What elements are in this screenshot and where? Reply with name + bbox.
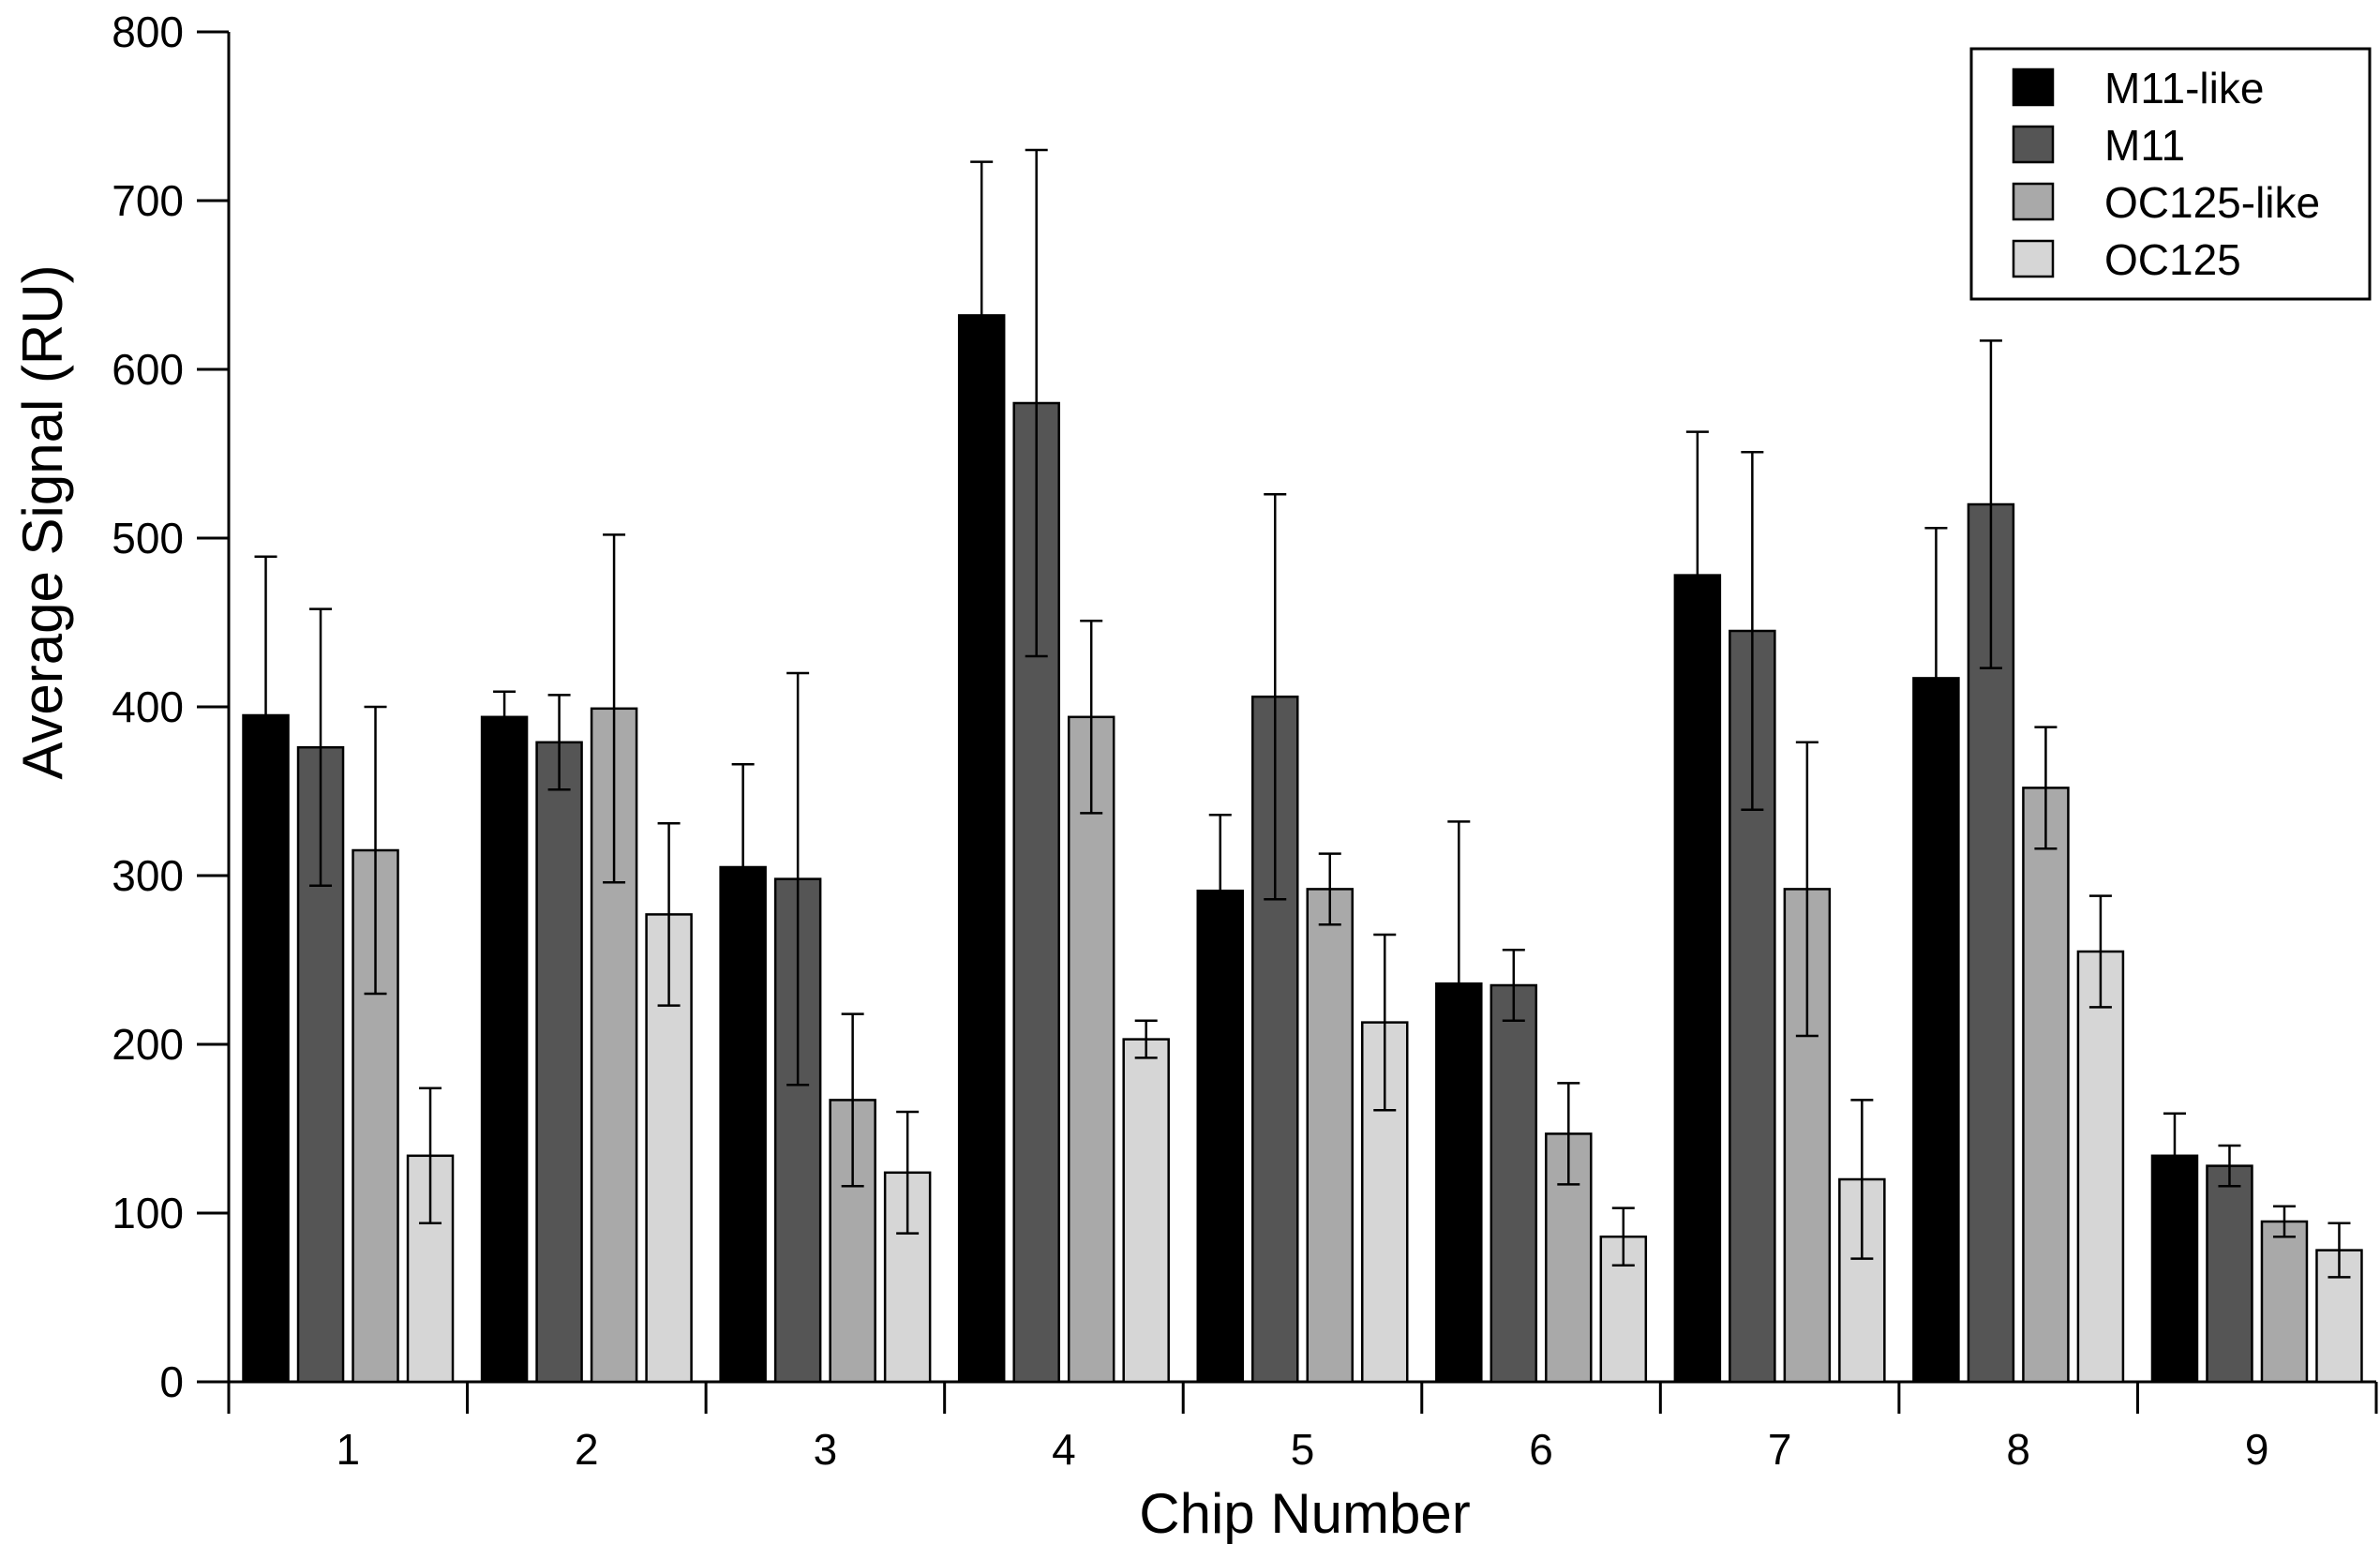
legend: M11-like M11 OC125-like OC125 [1969, 47, 2372, 301]
error-bar [2272, 1205, 2296, 1238]
y-tick-label: 200 [112, 1020, 184, 1069]
bar [1306, 888, 1354, 1384]
bar [480, 715, 529, 1384]
error-bar [786, 671, 810, 1087]
error-bar [1318, 852, 1341, 926]
error-bar [2218, 1144, 2241, 1188]
error-bar [2034, 726, 2058, 850]
legend-swatch [2012, 239, 2055, 278]
x-axis-title: Chip Number [1139, 1482, 1470, 1544]
error-bar [493, 690, 516, 744]
legend-label: OC125-like [2104, 178, 2320, 227]
error-bar [1557, 1082, 1580, 1186]
x-tick-label: 9 [2245, 1425, 2269, 1474]
error-bar [1373, 933, 1397, 1112]
x-tick-label: 6 [1529, 1425, 1553, 1474]
error-bar [896, 1110, 920, 1235]
error-bar [254, 555, 277, 876]
error-bar [309, 607, 333, 888]
bar [1122, 1038, 1170, 1384]
error-bars [254, 148, 2351, 1279]
error-bar [1611, 1207, 1635, 1267]
y-tick-label: 100 [112, 1189, 184, 1237]
error-bar [603, 533, 626, 884]
error-bar [1979, 339, 2002, 669]
error-bar [1025, 148, 1048, 658]
x-tick-label: 3 [814, 1425, 838, 1474]
x-tick-label: 4 [1052, 1425, 1076, 1474]
y-tick-label: 300 [112, 851, 184, 900]
x-tick-label: 5 [1291, 1425, 1315, 1474]
error-bar [1134, 1019, 1158, 1059]
error-bar [364, 705, 387, 996]
error-bar [970, 160, 994, 471]
legend-swatch [2012, 125, 2055, 164]
error-bar [1850, 1099, 1874, 1260]
error-bar [1795, 741, 1819, 1038]
bar [1067, 715, 1115, 1384]
error-bar [1447, 820, 1471, 1147]
error-bar [547, 694, 571, 791]
error-bar [2088, 894, 2112, 1009]
error-bar [1741, 450, 1764, 812]
bar [2022, 787, 2070, 1384]
error-bar [1502, 948, 1525, 1023]
error-bar [841, 1012, 864, 1188]
error-bar [419, 1087, 442, 1225]
y-axis-title: Average Signal (RU) [11, 264, 74, 779]
y-tick-label: 400 [112, 682, 184, 731]
legend-label: M11 [2104, 121, 2185, 170]
x-tick-label: 1 [336, 1425, 360, 1474]
bar [535, 741, 583, 1384]
y-axis: 0 100 200 300 400 500 600 700 800 [112, 7, 231, 1406]
error-bar [657, 821, 681, 1007]
error-bar [731, 762, 755, 972]
legend-swatch [2012, 182, 2055, 221]
bar [2206, 1164, 2253, 1384]
error-bar [1924, 526, 1948, 830]
bar [1783, 888, 1832, 1384]
error-bar [1264, 492, 1287, 901]
error-bar [2328, 1222, 2351, 1279]
legend-swatch [2012, 67, 2055, 107]
y-tick-label: 0 [159, 1357, 184, 1406]
legend-label: OC125 [2104, 235, 2241, 284]
bar [2076, 950, 2125, 1384]
error-bar [1685, 430, 1709, 720]
error-bar [1208, 813, 1232, 968]
x-tick-label: 7 [1768, 1425, 1792, 1474]
y-tick-label: 800 [112, 7, 184, 56]
bar [1196, 889, 1244, 1384]
bar [957, 314, 1006, 1384]
bar [1489, 983, 1538, 1384]
x-tick-label: 8 [2006, 1425, 2030, 1474]
x-tick-label: 2 [575, 1425, 599, 1474]
error-bar [1080, 619, 1103, 815]
legend-label: M11-like [2104, 64, 2264, 112]
error-bar [2163, 1112, 2186, 1200]
bar [2260, 1220, 2309, 1384]
x-axis: 1 2 3 4 5 6 7 8 9 [227, 1380, 2378, 1474]
y-tick-label: 700 [112, 176, 184, 225]
y-tick-label: 500 [112, 514, 184, 562]
y-tick-label: 600 [112, 345, 184, 394]
